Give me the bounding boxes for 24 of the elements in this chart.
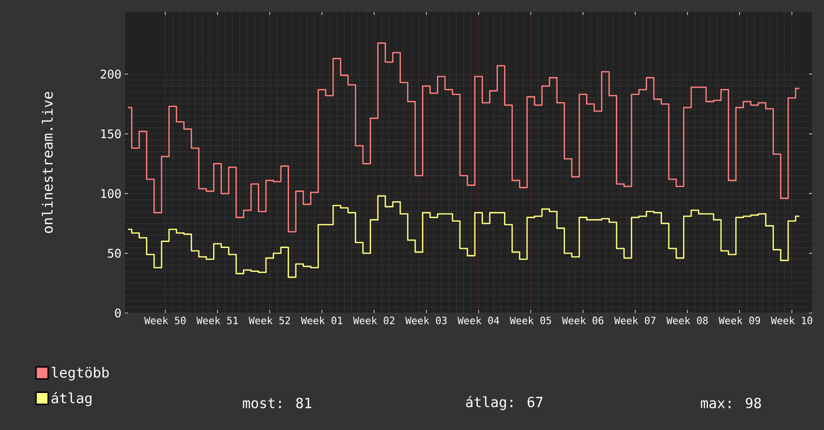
y-tick-label: 100 (101, 189, 121, 198)
x-tick-label: Week 52 (248, 316, 290, 324)
x-tick-label: Week 03 (405, 316, 447, 324)
legend-label: legtöbb (52, 366, 109, 381)
x-tick-label: Week 06 (562, 316, 604, 324)
x-tick-label: Week 02 (353, 316, 394, 324)
x-tick-label: Week 07 (614, 316, 656, 324)
text: max: 98 (700, 398, 761, 408)
x-tick-label: Week 51 (196, 316, 238, 324)
x-tick-label: Week 01 (300, 316, 342, 324)
y-axis-title: onlinestream.live (42, 92, 53, 233)
text: átlag: 67 (466, 396, 543, 410)
text: most: 81 (242, 398, 312, 408)
y-tick-label: 200 (100, 70, 121, 79)
legend-label: átlag (52, 392, 92, 406)
y-tick-label: 0 (115, 308, 121, 318)
x-tick-label: Week 08 (666, 316, 708, 324)
x-tick-label: Week 05 (510, 316, 551, 324)
x-tick-label: Week 04 (458, 316, 500, 324)
x-tick-label: Week 10 (770, 316, 812, 324)
y-tick-label: 150 (101, 129, 121, 138)
y-tick-label: 50 (108, 248, 121, 258)
x-tick-label: Week 50 (144, 316, 186, 324)
x-tick-label: Week 09 (718, 316, 760, 324)
